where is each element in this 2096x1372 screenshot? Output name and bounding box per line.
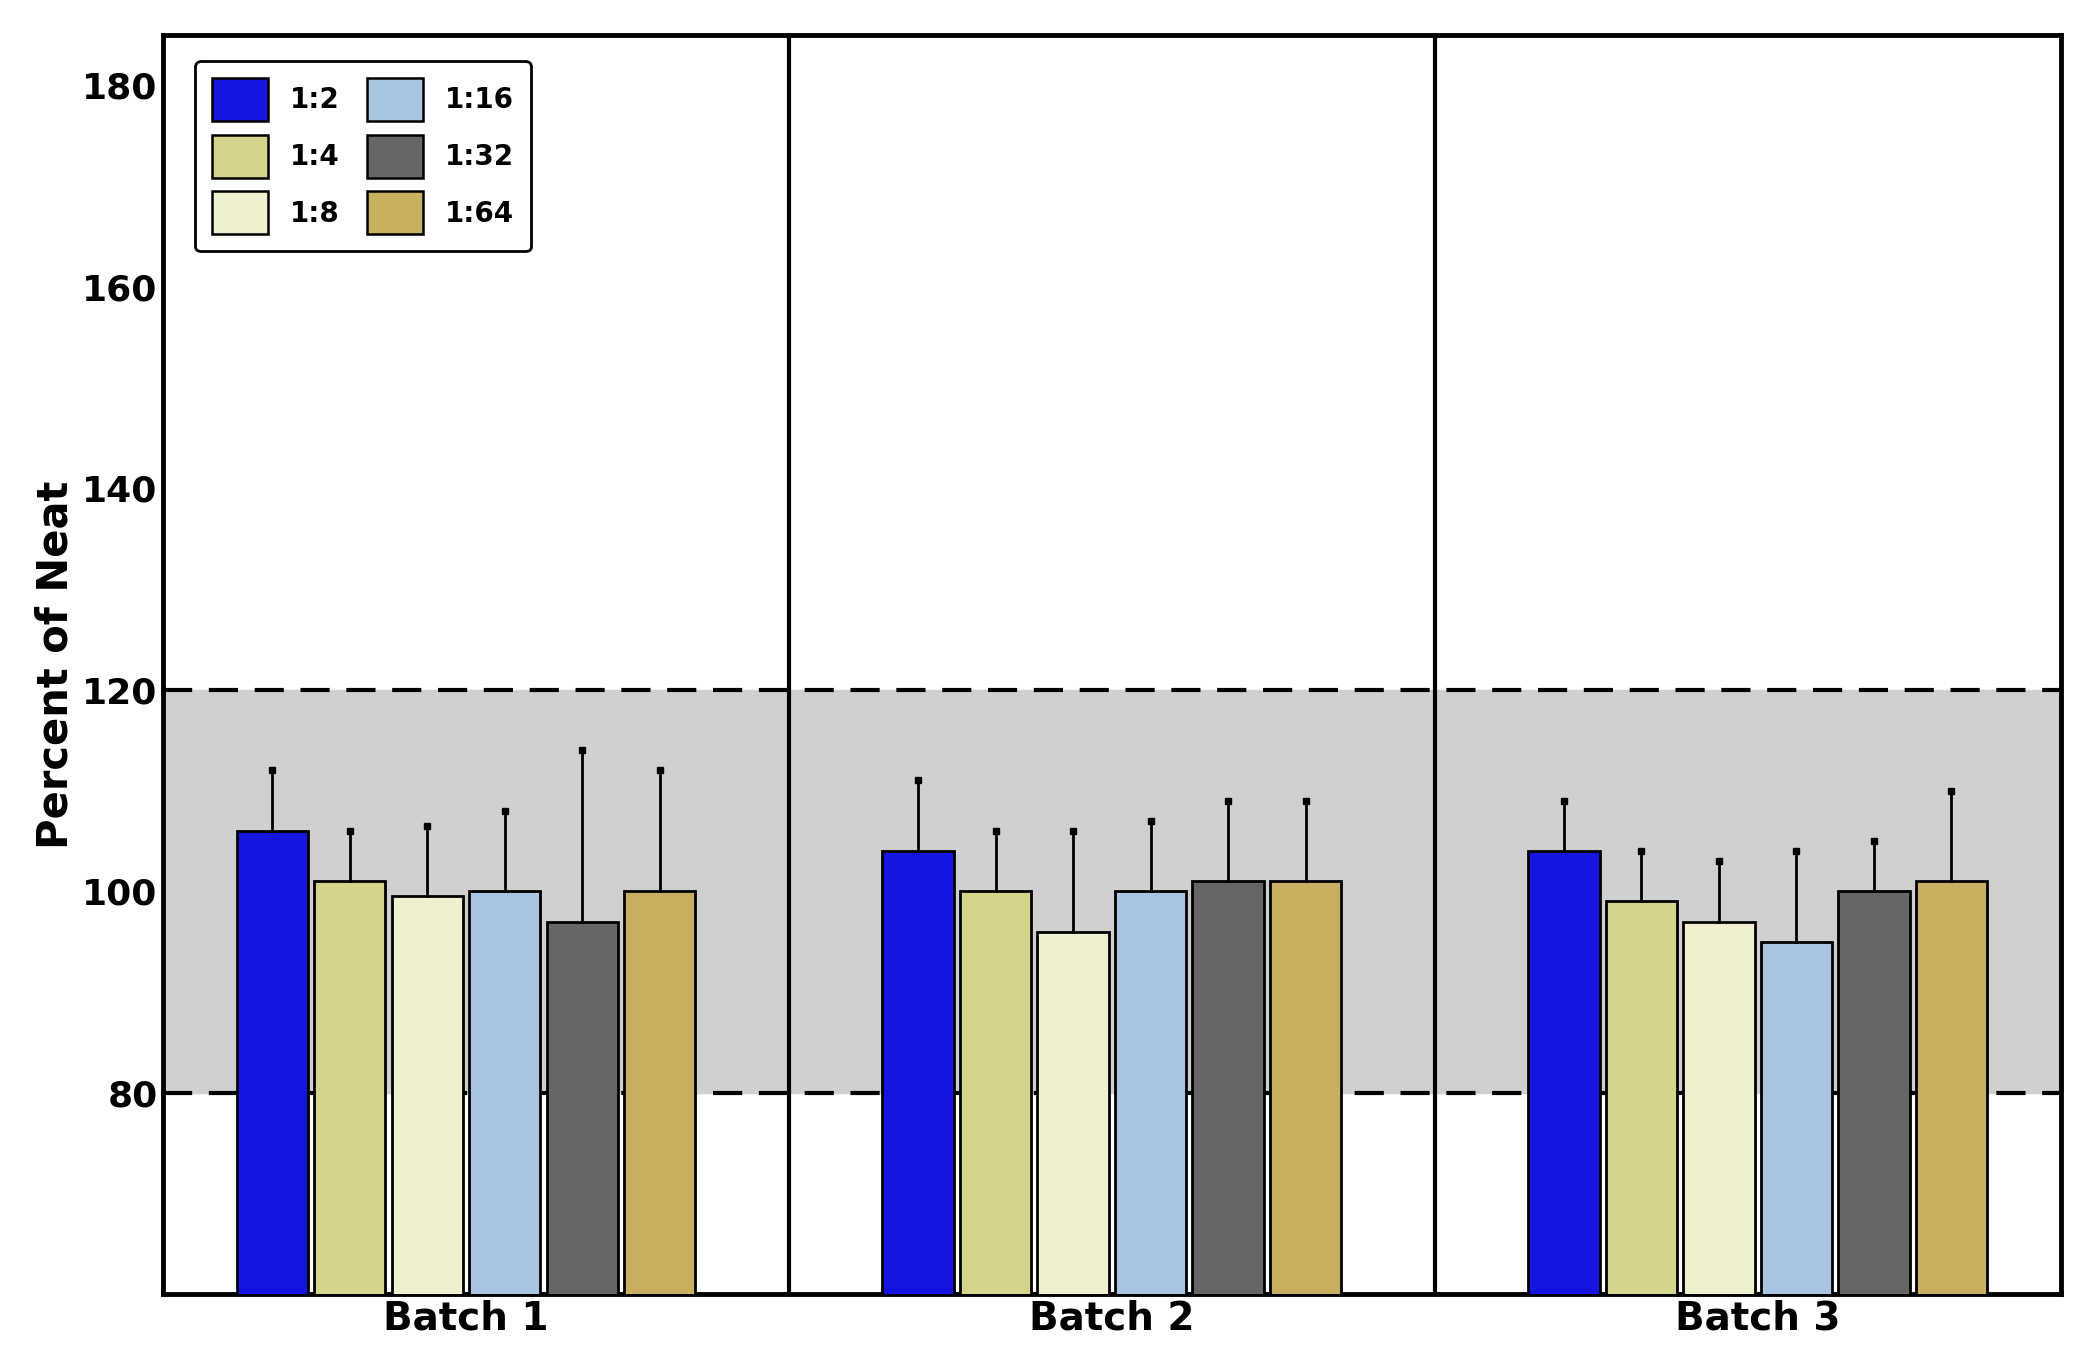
Bar [470, 892, 541, 1372]
Bar [1038, 932, 1109, 1372]
Bar [1193, 881, 1264, 1372]
Legend: 1:2, 1:4, 1:8, 1:16, 1:32, 1:64: 1:2, 1:4, 1:8, 1:16, 1:32, 1:64 [195, 62, 530, 251]
Bar [547, 922, 618, 1372]
Bar [1270, 881, 1341, 1372]
Bar [882, 851, 954, 1372]
Bar [1683, 922, 1754, 1372]
Bar [625, 892, 696, 1372]
Bar [1761, 941, 1832, 1372]
Bar [1838, 892, 1909, 1372]
Bar [960, 892, 1031, 1372]
Bar [314, 881, 386, 1372]
Bar [1115, 892, 1186, 1372]
Y-axis label: Percent of Neat: Percent of Neat [36, 480, 78, 849]
Bar [392, 896, 463, 1372]
Bar [1916, 881, 1987, 1372]
Bar [1528, 851, 1599, 1372]
Bar [237, 831, 308, 1372]
Bar [163, 690, 2060, 1093]
Bar [1606, 901, 1677, 1372]
